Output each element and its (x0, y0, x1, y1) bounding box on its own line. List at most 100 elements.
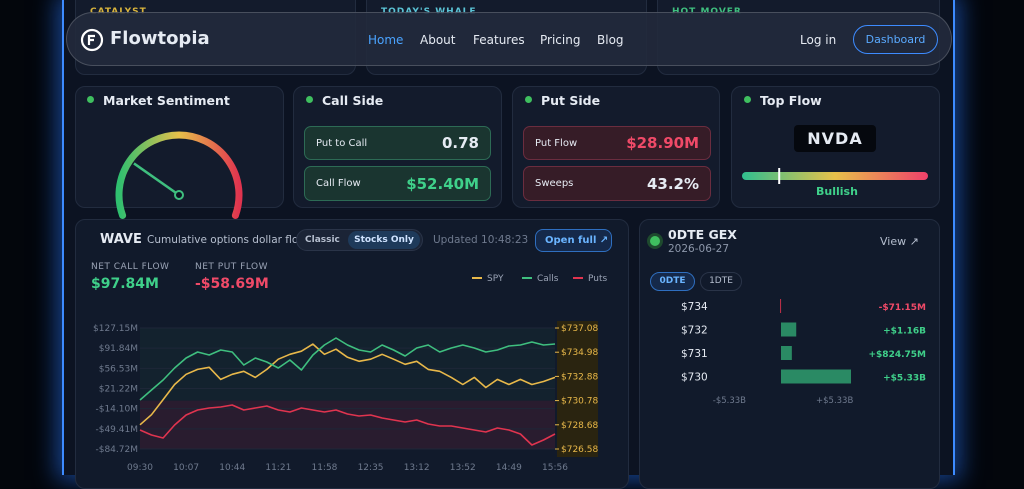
card-title: Top Flow (760, 93, 822, 108)
card-title: Call Side (322, 93, 384, 108)
gauge-hub (174, 190, 184, 200)
y2-tick-label: $726.58 (561, 445, 598, 455)
gauge-needle (133, 162, 180, 197)
gex-label: +$824.75M (869, 350, 927, 360)
button-label: Open full (545, 235, 597, 246)
strike: $734 (681, 301, 708, 313)
positive-zone (140, 328, 555, 401)
stat-row: Sweeps 43.2% (523, 166, 711, 201)
meter-marker (778, 168, 781, 184)
stat-label: NET CALL FLOW (91, 262, 170, 272)
status-dot (650, 236, 660, 246)
x-tick-label: 11:21 (265, 463, 291, 473)
x-tick-label: 13:12 (404, 463, 430, 473)
login[interactable]: Log in (800, 33, 837, 47)
x-tick-label: 10:07 (173, 463, 199, 473)
stat-label: Call Flow (316, 178, 361, 189)
gex-bar (781, 322, 797, 337)
strike: $732 (681, 325, 708, 337)
x-tick-label: 13:52 (450, 463, 476, 473)
nav-link[interactable]: Home (368, 33, 404, 47)
meter-track (742, 172, 928, 180)
stat-value: $52.40M (406, 174, 479, 193)
stat-row: Put Flow $28.90M (523, 126, 711, 160)
stat-row: Put to Call 0.78 (304, 126, 491, 160)
logo (80, 28, 104, 52)
status-dot (744, 96, 751, 103)
gex-axis-label: -$5.33B (713, 396, 746, 406)
tab[interactable]: 1DTE (700, 272, 742, 291)
y-tick-label: $127.15M (93, 324, 138, 334)
stat-label: Sweeps (535, 178, 574, 189)
legend-label: Puts (588, 274, 608, 284)
stat-value: 0.78 (441, 134, 479, 152)
y2-axis-band (557, 321, 598, 457)
status-dot (306, 96, 313, 103)
strike: $731 (681, 348, 708, 360)
x-tick-label: 12:35 (358, 463, 384, 473)
tab[interactable]: 0DTE (650, 272, 695, 291)
stat-label: Put Flow (535, 137, 578, 149)
y-tick-label: -$49.41M (95, 425, 138, 435)
date: 2026-06-27 (668, 243, 730, 255)
nav-link[interactable]: About (420, 33, 456, 47)
y2-tick-label: $732.88 (561, 372, 598, 382)
card-title: Market Sentiment (103, 93, 230, 108)
legend-label: Calls (537, 274, 559, 284)
nav-link[interactable]: Features (473, 33, 525, 47)
navbar: Flowtopia (66, 12, 952, 66)
stat-label: NET PUT FLOW (195, 262, 269, 272)
y2-tick-label: $734.98 (561, 348, 598, 358)
series-line (139, 337, 556, 401)
stat-value: $28.90M (626, 134, 699, 152)
open-full-button[interactable]: Open full ↗ (535, 229, 612, 252)
gex-label: -$71.15M (879, 303, 926, 313)
nav-link[interactable]: Blog (597, 33, 624, 47)
toggle-option[interactable]: Classic (305, 235, 340, 245)
x-tick-label: 10:44 (219, 463, 245, 473)
view-link[interactable]: View ↗ (880, 235, 919, 248)
stat-value: $97.84M (91, 276, 159, 292)
stat-label: Put to Call (316, 137, 368, 149)
brand[interactable]: Flowtopia (110, 28, 210, 49)
series-line (139, 343, 556, 426)
link-label: View (880, 235, 907, 248)
x-tick-label: 11:58 (311, 463, 337, 473)
updated: Updated 10:48:23 (433, 234, 529, 246)
signal: Bullish (816, 185, 858, 198)
y-tick-label: -$14.10M (95, 405, 138, 415)
dashboard-button[interactable]: Dashboard (853, 25, 938, 54)
gex-bar (781, 369, 851, 384)
gex-bar (781, 346, 792, 360)
y-tick-label: $91.84M (99, 344, 138, 354)
negative-zone (140, 400, 555, 449)
y-tick-label: $56.53M (99, 364, 138, 374)
sentiment-card (75, 86, 284, 208)
nav-link[interactable]: Pricing (540, 33, 581, 47)
stat-row: Call Flow $52.40M (304, 166, 491, 201)
panel-title: 0DTE GEX (668, 227, 737, 242)
panel-subtitle: Cumulative options dollar flo (147, 234, 299, 246)
gex-label: +$5.33B (883, 374, 926, 384)
y2-tick-label: $730.78 (561, 397, 598, 407)
ticker: NVDA (794, 125, 876, 152)
gex-label: +$1.16B (883, 327, 926, 337)
gex-axis-label: +$5.33B (816, 396, 853, 406)
gex-bar (780, 299, 782, 313)
y2-tick-label: $728.68 (561, 421, 598, 431)
x-tick-label: 09:30 (127, 463, 153, 473)
y-tick-label: $21.22M (99, 384, 138, 394)
x-tick-label: 15:56 (542, 463, 568, 473)
status-dot (525, 96, 532, 103)
panel-title: WAVE (100, 232, 142, 247)
wave-panel (75, 219, 629, 489)
graphics: $127.15M $91.84M $56.53M $21.22M -$14.10M -$4… (93, 131, 928, 473)
y2-tick-label: $737.08 (561, 324, 598, 334)
strike: $730 (681, 372, 708, 384)
x-tick-label: 14:49 (496, 463, 522, 473)
series-line (139, 404, 556, 446)
gauge-arc (115, 131, 243, 219)
legend-label: SPY (487, 274, 504, 284)
card-title: Put Side (541, 93, 601, 108)
toggle-option[interactable]: Stocks Only (348, 231, 420, 249)
